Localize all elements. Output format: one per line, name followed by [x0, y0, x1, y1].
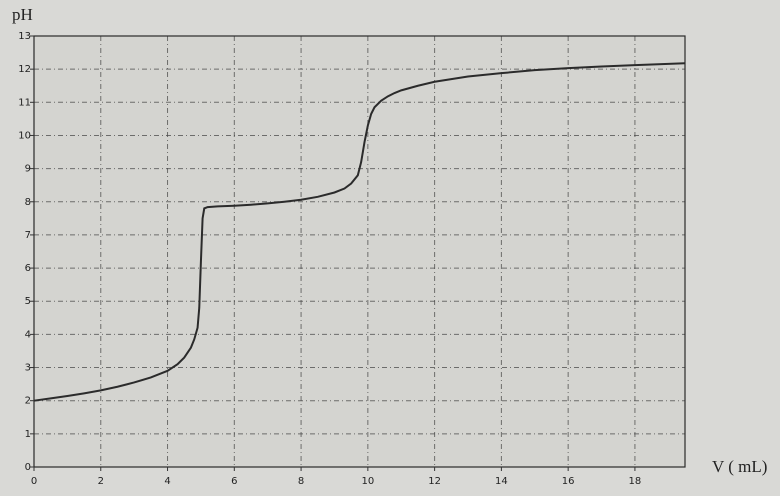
x-tick-label: 6 — [231, 476, 237, 487]
plot-frame — [33, 35, 686, 468]
y-tick-label: 3 — [25, 363, 31, 374]
y-tick-label: 1 — [25, 429, 31, 440]
x-tick-label: 4 — [164, 476, 170, 487]
y-tick-label: 4 — [25, 329, 31, 340]
y-tick-label: 2 — [25, 396, 31, 407]
titration-curve-line — [33, 62, 686, 402]
x-tick-label: 10 — [361, 476, 374, 487]
x-tick-label: 18 — [629, 476, 642, 487]
y-tick-label: 5 — [25, 296, 31, 307]
plot-background — [34, 36, 685, 467]
x-tick-label: 12 — [428, 476, 441, 487]
y-axis-label: pH — [12, 5, 33, 24]
y-tick-label: 9 — [25, 164, 31, 175]
y-tick-label: 7 — [25, 230, 31, 241]
x-axis-label: V ( mL) — [712, 457, 767, 476]
x-tick-label: 2 — [98, 476, 104, 487]
y-tick-label: 6 — [25, 263, 31, 274]
x-tick-label: 0 — [31, 476, 37, 487]
y-tick-label: 11 — [18, 97, 31, 108]
y-tick-label: 0 — [25, 462, 31, 473]
x-tick-label: 14 — [495, 476, 508, 487]
x-tick-label: 16 — [562, 476, 575, 487]
y-tick-label: 13 — [18, 31, 31, 42]
y-tick-label: 8 — [25, 197, 31, 208]
y-tick-label: 10 — [18, 130, 31, 141]
y-tick-label: 12 — [18, 64, 31, 75]
x-tick-label: 8 — [298, 476, 304, 487]
